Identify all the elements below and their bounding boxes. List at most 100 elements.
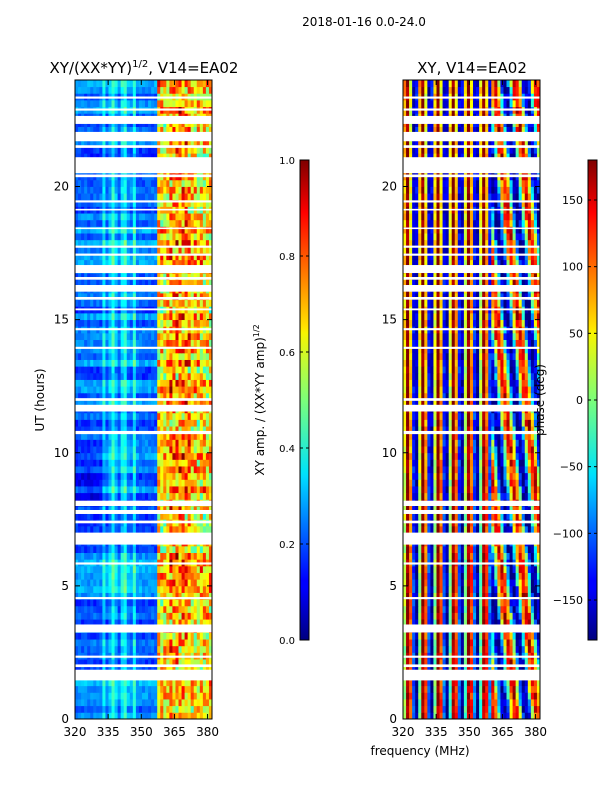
heatmap-cell [141, 512, 146, 520]
heatmap-cell [108, 253, 112, 261]
heatmap-cell [476, 665, 480, 673]
heatmap-cell [151, 599, 155, 607]
heatmap-cell [199, 332, 204, 340]
heatmap-cell [148, 392, 152, 400]
heatmap-cell [135, 379, 140, 387]
heatmap-cell [132, 139, 137, 147]
heatmap-cell [108, 412, 112, 420]
heatmap-cell [175, 412, 179, 420]
heatmap-cell [105, 486, 109, 494]
heatmap-cell [187, 605, 192, 613]
heatmap-cell [157, 213, 161, 221]
heatmap-cell [75, 466, 79, 474]
heatmap-cell [108, 486, 112, 494]
heatmap-cell [117, 472, 122, 480]
heatmap-cell [138, 512, 143, 520]
heatmap-cell [169, 592, 173, 600]
heatmap-cell [111, 226, 115, 234]
heatmap-cell [442, 685, 447, 693]
heatmap-cell [184, 126, 189, 134]
heatmap-cell [193, 679, 198, 687]
heatmap-cell [208, 386, 212, 394]
heatmap-cell [87, 572, 91, 580]
heatmap-cell [193, 226, 198, 234]
heatmap-cell [145, 699, 149, 707]
heatmap-cell [479, 639, 483, 647]
heatmap-cell [466, 665, 471, 673]
heatmap-cell [202, 213, 207, 221]
heatmap-cell [163, 432, 167, 440]
heatmap-cell [102, 146, 106, 154]
heatmap-cell [181, 426, 185, 434]
heatmap-cell [524, 659, 529, 667]
flagged-gap [75, 157, 212, 174]
heatmap-cell [184, 259, 189, 267]
heatmap-cell [135, 585, 140, 593]
heatmap-cell [154, 439, 158, 447]
heatmap-cell [196, 199, 201, 207]
heatmap-cell [175, 186, 179, 194]
heatmap-cell [108, 479, 112, 487]
heatmap-cell [184, 153, 189, 161]
heatmap-cell [190, 359, 195, 367]
heatmap-cell [93, 426, 97, 434]
heatmap-cell [148, 213, 152, 221]
heatmap-cell [138, 319, 143, 327]
heatmap-cell [187, 492, 192, 500]
heatmap-cell [424, 639, 428, 647]
heatmap-cell [196, 193, 201, 201]
heatmap-cell [114, 332, 119, 340]
heatmap-cell [448, 645, 453, 653]
heatmap-cell [105, 679, 109, 687]
heatmap-cell [102, 199, 106, 207]
heatmap-cell [521, 685, 526, 693]
heatmap-cell [102, 552, 106, 560]
heatmap-cell [169, 80, 173, 88]
heatmap-cell [141, 233, 146, 241]
heatmap-cell [196, 259, 201, 267]
heatmap-cell [135, 246, 140, 254]
heatmap-cell [181, 332, 185, 340]
heatmap-cell [169, 273, 173, 281]
heatmap-cell [126, 665, 131, 673]
heatmap-cell [87, 619, 91, 627]
heatmap-cell [120, 86, 125, 94]
heatmap-cell [151, 472, 155, 480]
heatmap-cell [129, 685, 134, 693]
heatmap-cell [145, 392, 149, 400]
heatmap-cell [163, 692, 167, 700]
heatmap-cell [84, 352, 88, 360]
heatmap-cell [163, 712, 167, 719]
heatmap-cell [166, 705, 170, 713]
heatmap-cell [81, 659, 85, 667]
heatmap-cell [193, 579, 198, 587]
heatmap-cell [108, 525, 112, 534]
heatmap-cell [187, 565, 192, 573]
heatmap-cell [132, 452, 137, 460]
heatmap-cell [108, 126, 112, 134]
heatmap-cell [90, 699, 94, 707]
heatmap-cell [202, 253, 207, 261]
heatmap-cell [111, 246, 115, 254]
heatmap-cell [442, 632, 447, 640]
heatmap-cell [135, 279, 140, 287]
heatmap-cell [90, 439, 94, 447]
heatmap-cell [120, 99, 125, 108]
heatmap-cell [123, 612, 128, 620]
heatmap-cell [533, 679, 538, 687]
heatmap-cell [488, 712, 492, 719]
heatmap-cell [208, 186, 212, 194]
heatmap-cell [178, 665, 182, 673]
heatmap-cell [105, 446, 109, 454]
heatmap-cell [196, 372, 201, 380]
heatmap-cell [151, 466, 155, 474]
heatmap-cell [123, 226, 128, 234]
heatmap-cell [84, 279, 88, 287]
heatmap-cell [135, 679, 140, 687]
heatmap-cell [105, 372, 109, 380]
heatmap-cell [184, 339, 189, 347]
heatmap-cell [114, 459, 119, 467]
heatmap-cell [482, 645, 486, 653]
heatmap-cell [126, 139, 131, 147]
heatmap-cell [81, 392, 85, 400]
